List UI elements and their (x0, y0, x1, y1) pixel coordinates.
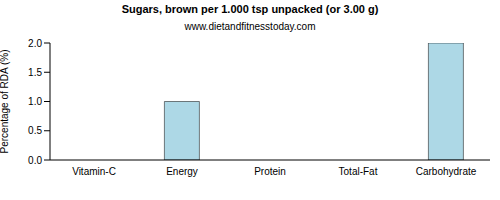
svg-text:0.5: 0.5 (28, 125, 42, 136)
svg-text:Total-Fat: Total-Fat (339, 166, 378, 177)
svg-text:0.0: 0.0 (28, 155, 42, 166)
svg-text:Percentage of RDA (%): Percentage of RDA (%) (8, 50, 10, 154)
svg-text:1.0: 1.0 (28, 96, 42, 107)
svg-text:Vitamin-C: Vitamin-C (72, 166, 116, 177)
svg-text:2.0: 2.0 (28, 38, 42, 49)
svg-text:Carbohydrate: Carbohydrate (416, 166, 477, 177)
svg-text:1.5: 1.5 (28, 67, 42, 78)
svg-text:Energy: Energy (166, 166, 198, 177)
svg-text:Protein: Protein (254, 166, 286, 177)
html-text:Sugars, brown per 1.000 tsp un: Sugars, brown per 1.000 tsp unpacked (or… (121, 3, 379, 15)
html-text:www.dietandfitnesstoday.com: www.dietandfitnesstoday.com (184, 21, 316, 32)
